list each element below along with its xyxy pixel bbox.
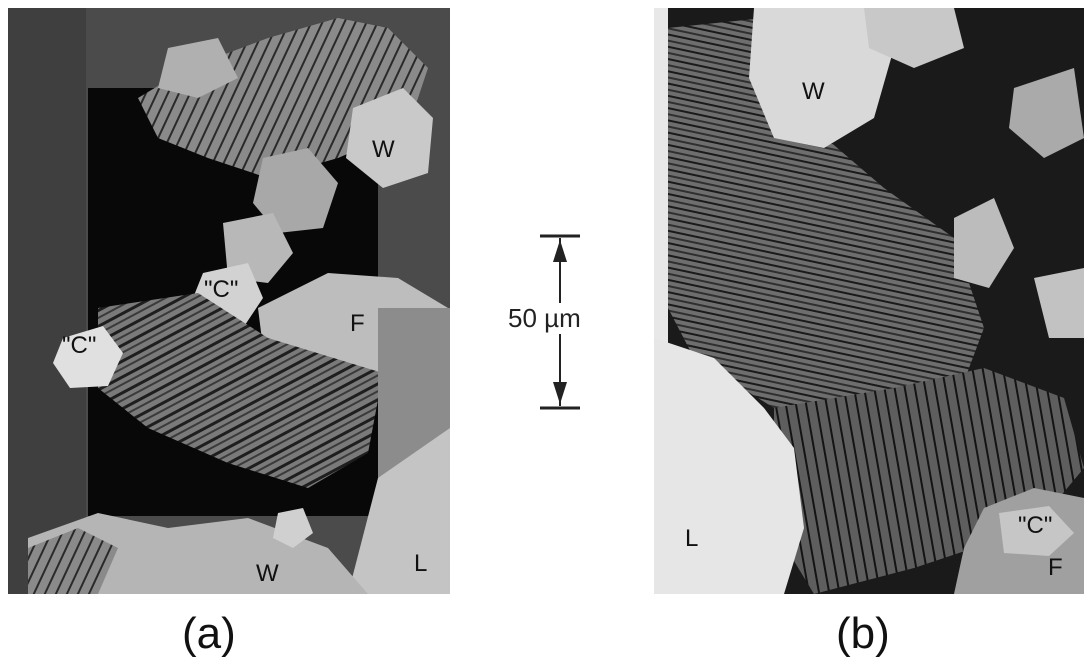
label-a-f: F (350, 310, 365, 337)
label-a-c-mid: "C" (204, 276, 239, 303)
micrograph-b-image (654, 8, 1084, 594)
caption-b: (b) (836, 609, 890, 658)
scale-arrow-down-icon (553, 382, 567, 404)
label-a-l: L (414, 550, 428, 577)
label-b-w-top: W (802, 78, 825, 105)
label-b-f: F (1048, 554, 1063, 581)
label-a-w-top: W (372, 136, 395, 163)
scale-bar-label: 50 µm (504, 303, 585, 334)
micrograph-a-image (8, 8, 450, 594)
caption-a: (a) (182, 609, 236, 658)
micrograph-panel-b (654, 8, 1084, 594)
scale-arrow-up-icon (553, 240, 567, 262)
label-a-c-left: "C" (62, 332, 97, 359)
label-a-w-bottom: W (256, 560, 279, 587)
micrograph-panel-a (8, 8, 450, 594)
label-b-c: "C" (1018, 512, 1053, 539)
label-b-l: L (685, 525, 699, 552)
